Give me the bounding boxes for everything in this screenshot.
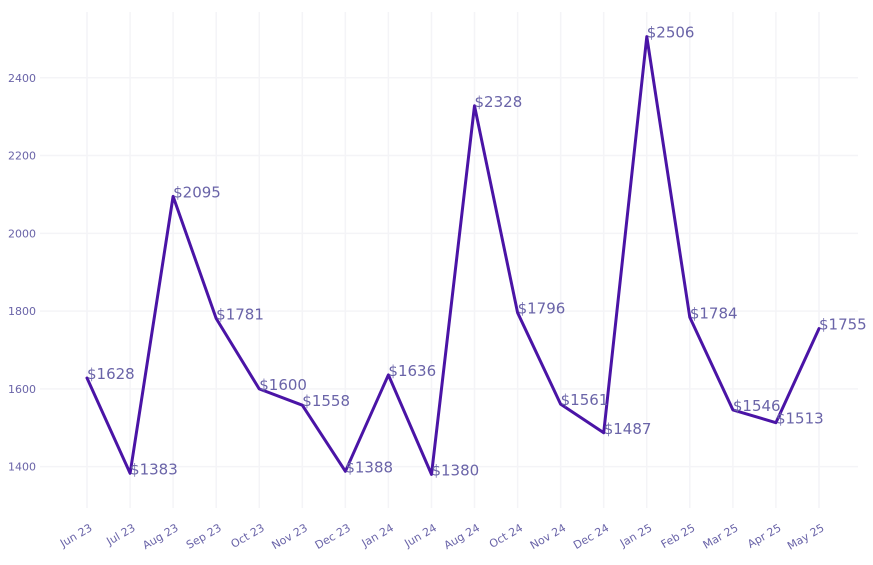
data-label: $1755 xyxy=(819,316,867,334)
data-label: $2506 xyxy=(647,24,695,42)
y-tick-label: 2200 xyxy=(8,150,36,163)
data-labels: $1628 $1383 $2095 $1781 $1600$1558 $1388 $1636… xyxy=(87,24,867,480)
data-label: $1383 xyxy=(130,460,178,478)
x-tick-label: Jun 24 xyxy=(402,521,439,550)
x-tick-label: Jan 24 xyxy=(359,521,396,550)
y-tick-label: 2000 xyxy=(8,227,36,240)
y-tick-label: 1600 xyxy=(8,383,36,396)
x-tick-label: Aug 23 xyxy=(140,521,180,552)
data-label: $1784 xyxy=(690,304,738,322)
data-label: $1561 xyxy=(561,391,609,409)
data-label: $1388 xyxy=(345,458,393,476)
x-tick-label: Oct 23 xyxy=(229,521,267,551)
x-tick-label: May 25 xyxy=(785,521,826,552)
vertical-gridlines xyxy=(86,12,820,508)
data-label: $2328 xyxy=(475,93,523,111)
data-label: $1628 xyxy=(87,365,135,383)
data-label: $1796 xyxy=(518,300,566,318)
series-line xyxy=(85,35,821,476)
y-axis-ticks: 1400 1600 1800 2000 2200 2400 xyxy=(8,72,36,474)
data-label: $1546 xyxy=(733,397,781,415)
x-tick-label: Dec 23 xyxy=(313,521,353,552)
data-label: $1600 xyxy=(259,376,307,394)
data-label: $1636 xyxy=(388,362,436,380)
horizontal-gridlines xyxy=(40,77,858,468)
x-tick-label: Jan 25 xyxy=(617,521,654,550)
x-tick-label: Oct 24 xyxy=(487,521,525,551)
data-label: $2095 xyxy=(173,183,221,201)
x-tick-label: Mar 25 xyxy=(701,521,741,551)
y-tick-label: 2400 xyxy=(8,72,36,85)
x-tick-label: Feb 25 xyxy=(659,521,698,551)
x-tick-label: Sep 23 xyxy=(184,521,224,551)
y-tick-label: 1800 xyxy=(8,305,36,318)
x-tick-label: Apr 25 xyxy=(745,521,783,551)
data-label: $1781 xyxy=(216,306,264,324)
grid xyxy=(40,12,858,508)
data-label: $1487 xyxy=(604,420,652,438)
x-tick-label: Jul 23 xyxy=(104,521,138,548)
data-label: $1513 xyxy=(776,410,824,428)
x-axis-ticks: Jun 23 Jul 23 Aug 23 Sep 23 Oct 23 Nov 23 Dec … xyxy=(57,521,826,552)
data-label: $1380 xyxy=(431,461,479,479)
x-tick-label: Jun 23 xyxy=(57,521,94,550)
x-tick-label: Nov 23 xyxy=(270,521,310,552)
data-label: $1558 xyxy=(302,392,350,410)
y-tick-label: 1400 xyxy=(8,461,36,474)
x-tick-label: Aug 24 xyxy=(442,521,482,552)
x-tick-label: Nov 24 xyxy=(528,521,568,552)
x-tick-label: Dec 24 xyxy=(571,521,611,552)
